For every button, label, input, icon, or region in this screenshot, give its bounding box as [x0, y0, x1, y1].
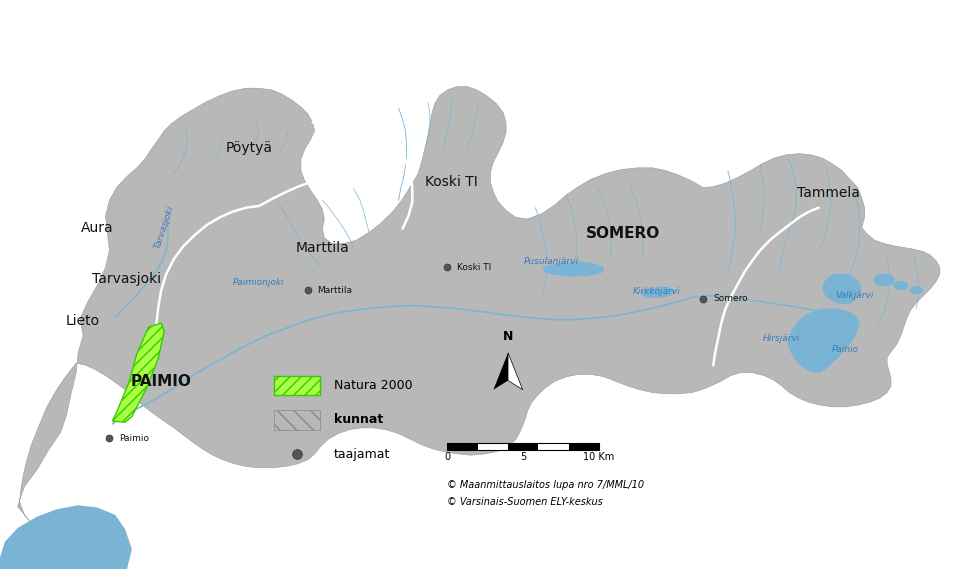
Bar: [569, 443, 599, 450]
Text: Koski TI: Koski TI: [457, 263, 491, 272]
Polygon shape: [508, 353, 523, 390]
Text: Lieto: Lieto: [66, 315, 100, 328]
Polygon shape: [18, 86, 940, 521]
Text: Tarvasjoki: Tarvasjoki: [93, 272, 161, 286]
Text: Pöytyä: Pöytyä: [226, 141, 273, 155]
Circle shape: [874, 274, 894, 286]
Text: Tammela: Tammela: [797, 187, 860, 200]
Bar: [478, 443, 508, 450]
Text: Paimio: Paimio: [119, 434, 149, 443]
Bar: [538, 443, 569, 450]
Text: 0: 0: [445, 452, 450, 463]
Text: Somero: Somero: [713, 294, 747, 303]
Text: Koski TI: Koski TI: [425, 175, 478, 189]
Text: 5: 5: [520, 452, 527, 463]
Polygon shape: [823, 273, 862, 304]
Text: Hirsjärvi: Hirsjärvi: [763, 334, 800, 343]
Text: Tarvasjoki: Tarvasjoki: [152, 205, 176, 250]
Polygon shape: [493, 353, 508, 390]
Text: PAIMIO: PAIMIO: [131, 374, 191, 389]
Polygon shape: [787, 308, 860, 373]
Text: Painio: Painio: [831, 345, 859, 354]
Polygon shape: [112, 323, 164, 422]
Text: Pusulanjärvi: Pusulanjärvi: [524, 257, 578, 266]
Bar: [508, 443, 538, 450]
FancyBboxPatch shape: [274, 410, 320, 430]
Text: Valkjärvi: Valkjärvi: [835, 291, 874, 300]
Polygon shape: [0, 505, 132, 569]
FancyBboxPatch shape: [274, 376, 320, 395]
Text: Marttila: Marttila: [295, 241, 350, 254]
Text: Aura: Aura: [81, 221, 114, 234]
Text: 10 Km: 10 Km: [583, 452, 615, 463]
Bar: [447, 443, 478, 450]
Text: taajamat: taajamat: [334, 448, 391, 460]
Text: N: N: [503, 329, 513, 343]
Text: Paimionjoki: Paimionjoki: [234, 278, 284, 287]
Bar: [447, 443, 599, 450]
Circle shape: [911, 287, 922, 294]
Text: kunnat: kunnat: [334, 414, 383, 426]
Text: Kirkkojärvi: Kirkkojärvi: [633, 287, 680, 296]
Polygon shape: [641, 287, 674, 298]
Text: Natura 2000: Natura 2000: [334, 380, 412, 392]
Text: SOMERO: SOMERO: [586, 226, 660, 241]
Text: © Varsinais-Suomen ELY-keskus: © Varsinais-Suomen ELY-keskus: [447, 497, 603, 507]
Circle shape: [894, 282, 908, 290]
Text: Marttila: Marttila: [318, 286, 353, 295]
Polygon shape: [542, 262, 604, 277]
Text: © Maanmittauslaitos lupa nro 7/MML/10: © Maanmittauslaitos lupa nro 7/MML/10: [447, 480, 645, 490]
